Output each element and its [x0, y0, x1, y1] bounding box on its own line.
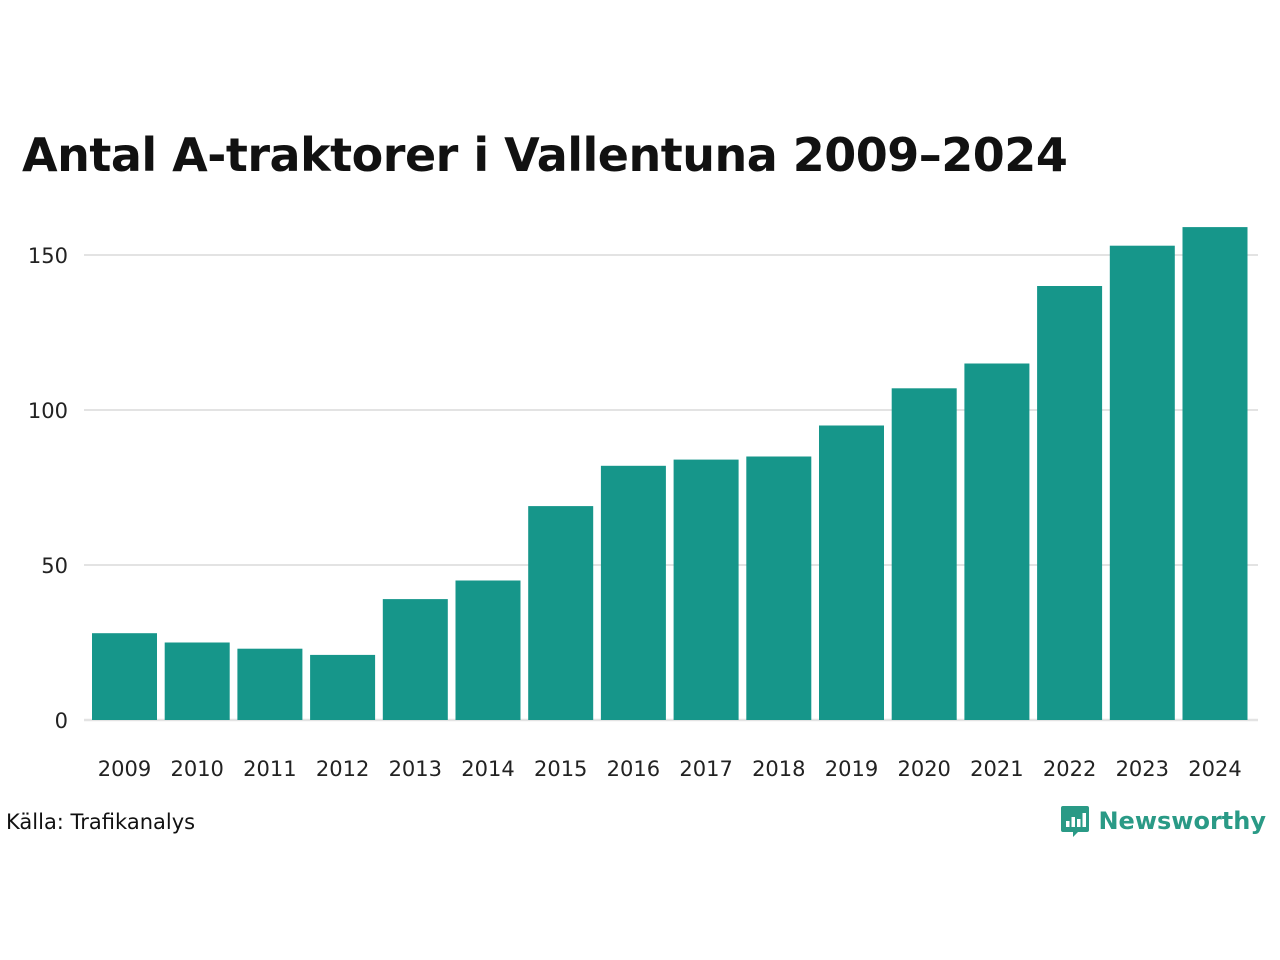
brand-logo[interactable]: Newsworthy: [1060, 804, 1266, 838]
bar-2022: [1037, 286, 1103, 720]
x-tick-label: 2019: [825, 757, 878, 781]
x-tick-label: 2017: [679, 757, 732, 781]
x-tick-label: 2018: [752, 757, 805, 781]
bar-2018: [746, 456, 812, 720]
x-tick-label: 2013: [389, 757, 442, 781]
x-tick-label: 2012: [316, 757, 369, 781]
chart-title: Antal A-traktorer i Vallentuna 2009–2024: [22, 128, 1068, 182]
bar-2021: [964, 363, 1030, 720]
x-tick-label: 2011: [243, 757, 296, 781]
x-axis-ticks: 2009 2010 2011 2012 2013 2014 2015 2016 2017 2018…: [98, 757, 1242, 781]
bar-2020: [891, 388, 957, 720]
x-tick-label: 2024: [1188, 757, 1241, 781]
bar-2011: [237, 648, 303, 720]
bar-2016: [600, 465, 666, 720]
x-tick-label: 2016: [607, 757, 660, 781]
x-tick-label: 2023: [1116, 757, 1169, 781]
y-tick-label: 50: [41, 554, 68, 578]
bar-chart-speech-bubble-icon: [1061, 806, 1090, 837]
bar-2024: [1182, 227, 1248, 720]
x-tick-label: 2020: [897, 757, 950, 781]
x-tick-label: 2015: [534, 757, 587, 781]
x-tick-label: 2022: [1043, 757, 1096, 781]
y-tick-label: 0: [55, 709, 68, 733]
bar-2015: [528, 506, 594, 720]
brand-name: Newsworthy: [1098, 807, 1266, 835]
x-tick-label: 2010: [170, 757, 223, 781]
x-tick-label: 2021: [970, 757, 1023, 781]
x-tick-label: 2014: [461, 757, 514, 781]
bar-2014: [455, 580, 521, 720]
y-tick-label: 150: [28, 244, 68, 268]
bars: [92, 227, 1248, 720]
bar-2012: [310, 654, 376, 720]
bar-2019: [819, 425, 884, 720]
y-axis-ticks: 0 50 100 150: [28, 244, 68, 733]
bar-2013: [382, 599, 448, 720]
bar-2023: [1109, 245, 1175, 720]
bar-2010: [164, 642, 230, 720]
source-note: Källa: Trafikanalys: [6, 810, 196, 834]
bar-2009: [92, 633, 157, 720]
y-tick-label: 100: [28, 399, 68, 423]
x-tick-label: 2009: [98, 757, 151, 781]
bar-2017: [673, 459, 739, 720]
